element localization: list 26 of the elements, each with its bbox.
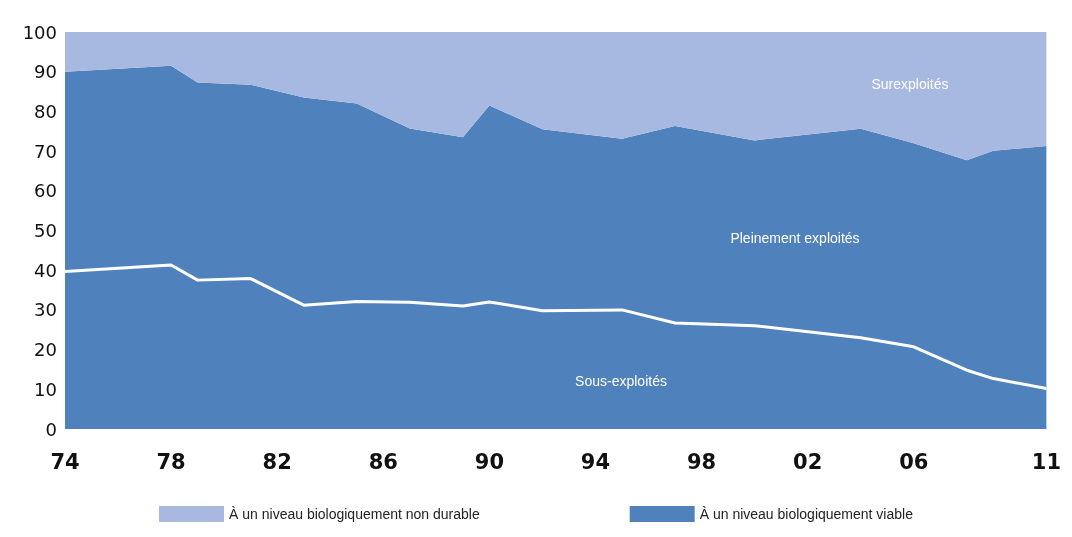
y-tick-label: 20 xyxy=(34,339,57,361)
annotation: Pleinement exploités xyxy=(730,230,860,246)
x-tick-label: 02 xyxy=(793,449,823,474)
y-tick-label: 90 xyxy=(34,61,57,83)
x-tick-label: 74 xyxy=(50,449,80,474)
x-tick-label: 94 xyxy=(580,449,611,474)
y-tick-label: 60 xyxy=(34,180,57,202)
y-tick-label: 80 xyxy=(34,100,57,122)
x-tick-label: 11 xyxy=(1031,449,1062,474)
x-tick-label: 78 xyxy=(156,449,186,474)
annotation: Surexploités xyxy=(871,76,949,92)
x-tick-label: 86 xyxy=(368,449,398,474)
y-tick-label: 30 xyxy=(34,299,57,321)
annotation: Sous-exploités xyxy=(575,373,667,389)
y-tick-label: 70 xyxy=(34,140,57,162)
y-tick-label: 10 xyxy=(34,378,57,400)
x-tick-label: 06 xyxy=(899,449,929,474)
y-tick-label: 100 xyxy=(22,21,57,43)
legend-label: À un niveau biologiquement viable xyxy=(699,506,914,522)
x-tick-label: 82 xyxy=(262,449,292,474)
y-tick-label: 40 xyxy=(34,259,57,281)
y-tick-label: 50 xyxy=(34,220,57,241)
y-tick-label: 0 xyxy=(45,418,57,440)
legend-label: À un niveau biologiquement non durable xyxy=(229,506,480,522)
x-tick-label: 98 xyxy=(686,449,717,474)
x-tick-label: 90 xyxy=(474,449,504,474)
